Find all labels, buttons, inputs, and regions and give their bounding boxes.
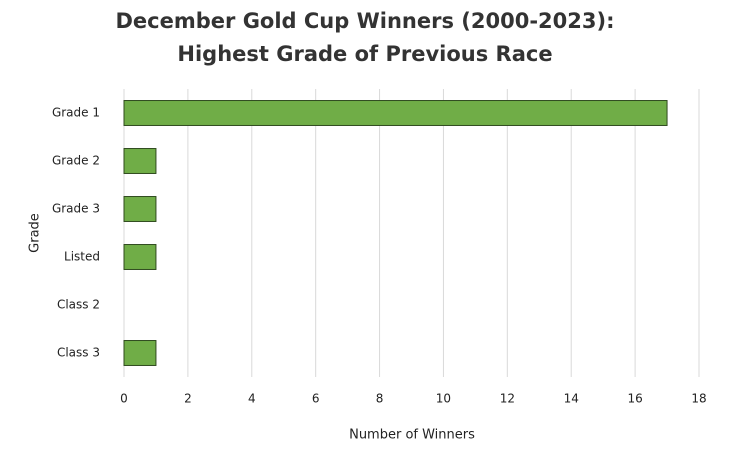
bar	[123, 196, 157, 222]
x-tick-label: 4	[248, 392, 256, 406]
x-tick-label: 14	[564, 392, 579, 406]
x-tick-label: 8	[376, 392, 384, 406]
x-tick-label: 2	[184, 392, 192, 406]
chart-title: Highest Grade of Previous Race	[177, 42, 552, 66]
chart-title: December Gold Cup Winners (2000-2023):	[116, 9, 615, 33]
y-axis-title: Grade	[28, 213, 43, 253]
y-tick-label: Class 2	[57, 298, 100, 312]
x-tick-label: 18	[691, 392, 706, 406]
bar	[123, 244, 157, 270]
x-tick-label: 12	[500, 392, 515, 406]
y-tick-label: Listed	[64, 250, 100, 264]
bar	[123, 100, 668, 126]
x-tick-label: 10	[436, 392, 451, 406]
y-tick-label: Grade 3	[52, 202, 100, 216]
x-tick-label: 0	[120, 392, 128, 406]
y-tick-label: Grade 1	[52, 106, 100, 120]
x-tick-label: 6	[312, 392, 320, 406]
bar	[123, 148, 157, 174]
x-axis-title: Number of Winners	[349, 428, 475, 443]
y-tick-label: Grade 2	[52, 154, 100, 168]
y-tick-label: Class 3	[57, 346, 100, 360]
bar	[123, 340, 157, 366]
x-tick-label: 16	[627, 392, 642, 406]
